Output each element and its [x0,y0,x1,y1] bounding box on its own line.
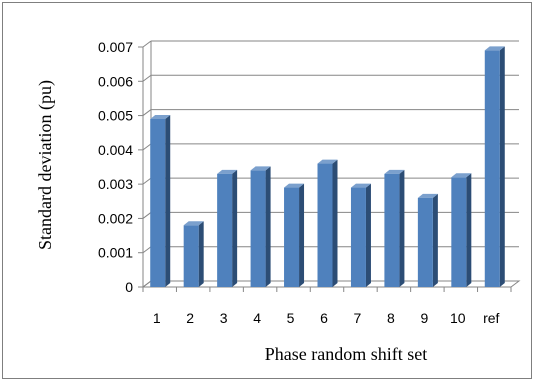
bar [384,169,405,287]
bar-side [165,115,171,287]
x-tick-label: 5 [287,310,295,326]
bar-side [332,159,338,287]
bar-side [365,183,371,287]
gridline-side [142,40,152,48]
x-tick-label: 9 [420,310,428,326]
bar-side [198,221,204,287]
y-tick-label: 0.001 [98,245,133,261]
bar [451,173,472,287]
y-tick-label: 0.007 [98,39,133,55]
bar [150,115,171,287]
gridline-side [142,212,152,219]
bar [217,169,238,287]
bar-top [284,183,305,188]
bar-front [484,50,500,287]
y-tick-label: 0.002 [98,210,133,226]
x-tick-label: 4 [253,310,261,326]
bar-front [150,119,166,287]
bar-front [350,187,366,287]
bar-front [217,173,233,287]
bar-top [384,169,405,174]
bar-side [299,183,305,287]
x-axis-title: Phase random shift set [265,344,427,364]
gridline-side [142,246,152,254]
bar [350,183,371,287]
gridline-side [142,74,152,82]
x-tick-label: 2 [186,310,194,326]
bar-front [183,225,199,287]
x-tick-labels: 1 2 3 4 5 6 7 8 9 10 ref [153,310,500,326]
y-tick-label: 0.005 [98,108,133,124]
x-tick-label: 6 [320,310,328,326]
bar [250,166,271,287]
bar-top [183,221,204,226]
bar-front [317,163,333,287]
y-axis-title: Standard deviation (pu) [35,80,56,250]
gridline-side [142,109,152,116]
x-tick-label: 7 [354,310,362,326]
y-tick-labels: 0 0.001 0.002 0.003 0.004 0.005 0.006 0.007 [98,39,133,295]
bar [484,46,505,287]
bar-side [499,46,505,287]
x-tick-label: 3 [220,310,228,326]
x-tick-label: ref [483,310,499,326]
axes [138,46,512,292]
bar-top [350,183,371,188]
y-tick-label: 0 [125,279,133,295]
bar-side [466,173,472,287]
gridline-side [142,143,152,151]
gridline-side [142,177,152,185]
bar-top [451,173,472,178]
bar [284,183,305,287]
x-tick-label: 10 [450,310,466,326]
bar-top [417,193,438,198]
y-tick-label: 0.003 [98,176,133,192]
bar-top [150,115,171,119]
bar-front [250,170,266,287]
y-tick-label: 0.004 [98,142,133,158]
bar-top [217,169,238,174]
bar [417,193,438,287]
bar-side [399,169,405,287]
bar-top [484,46,505,51]
bar-front [417,197,433,287]
x-tick-label: 8 [387,310,395,326]
x-tick-label: 1 [153,310,161,326]
bar-side [232,169,238,287]
bar-front [451,177,467,287]
bar-side [432,193,438,287]
bar-side [265,166,271,287]
bar-top [317,159,338,164]
bar-front [384,173,400,287]
bar-top [250,166,271,171]
bar [317,159,338,287]
bars [150,46,505,287]
y-tick-label: 0.006 [98,73,133,89]
bar [183,221,204,287]
bar-front [284,187,300,287]
